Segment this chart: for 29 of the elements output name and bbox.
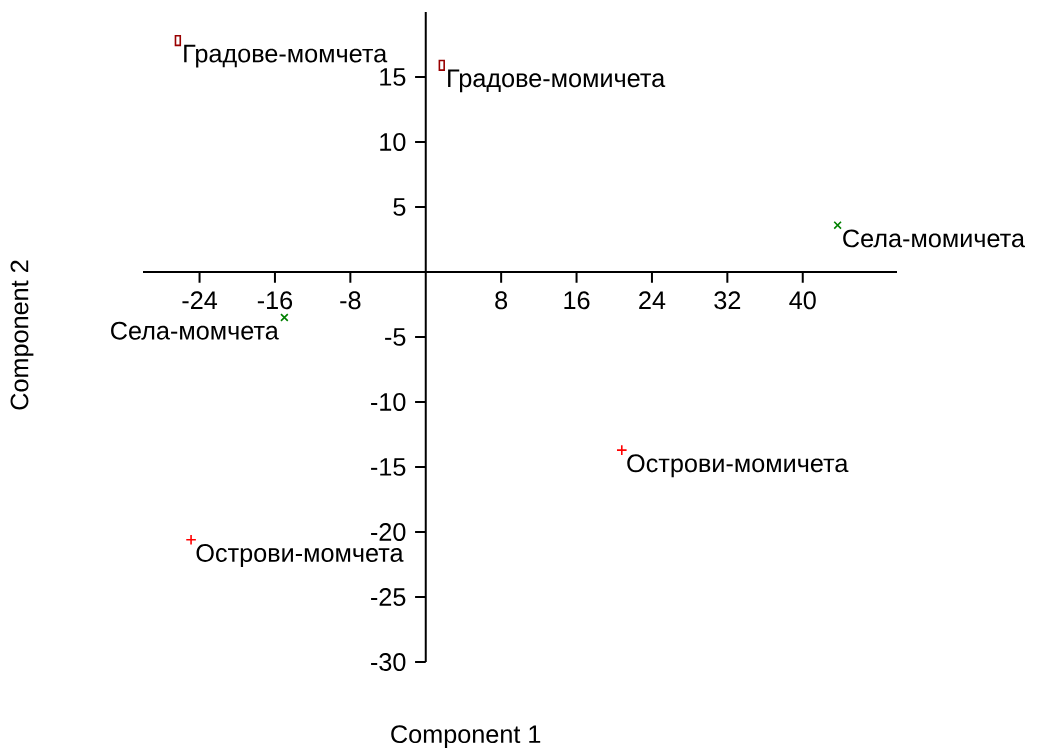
annotation: Острови-момчета bbox=[196, 544, 404, 567]
y-tick-label: -30 bbox=[371, 653, 406, 671]
x-tick-label: 16 bbox=[564, 291, 590, 310]
y-tick-label: -20 bbox=[371, 523, 406, 541]
annotation: Градове-момчета bbox=[184, 44, 388, 68]
point bbox=[616, 444, 628, 456]
point bbox=[280, 313, 289, 322]
y-tick-label: -5 bbox=[385, 328, 406, 346]
y-tick-label: -10 bbox=[371, 393, 406, 411]
point bbox=[833, 221, 842, 230]
x-tick-label: -24 bbox=[182, 291, 218, 309]
x-tick-label: 40 bbox=[789, 291, 816, 310]
x-tick-label: -8 bbox=[340, 291, 361, 310]
y-axis-title: Component 2 bbox=[10, 260, 34, 410]
y-tick-label: -25 bbox=[371, 588, 406, 606]
x-tick-label: 24 bbox=[639, 291, 666, 309]
y-tick-label: 15 bbox=[380, 68, 406, 86]
annotation: Села-момичета bbox=[843, 229, 1025, 248]
y-tick-label: 10 bbox=[380, 133, 406, 151]
y-tick-label: -15 bbox=[371, 458, 406, 476]
x-tick-label: -16 bbox=[257, 291, 293, 310]
x-axis-title: Component 1 bbox=[391, 725, 541, 749]
annotation: Острови-момичета bbox=[627, 454, 849, 478]
x-tick-label: 32 bbox=[714, 291, 741, 310]
point bbox=[185, 534, 197, 546]
x-tick-label: 8 bbox=[495, 291, 508, 310]
annotation: Села-момчета bbox=[111, 321, 279, 340]
y-tick-label: 5 bbox=[393, 198, 406, 216]
annotation: Градове-момичета bbox=[448, 69, 666, 93]
